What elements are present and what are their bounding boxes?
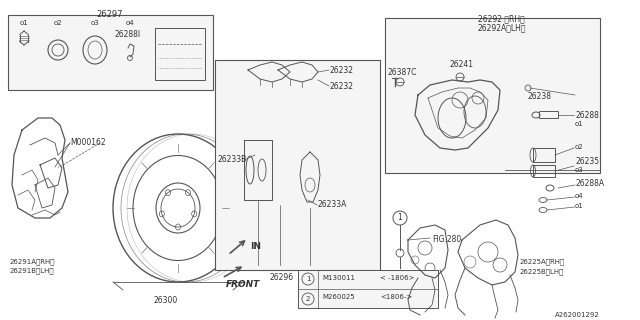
Text: M130011: M130011 xyxy=(322,275,355,281)
Text: FRONT: FRONT xyxy=(226,280,260,289)
Text: o2: o2 xyxy=(54,20,62,26)
Text: o3: o3 xyxy=(575,167,584,173)
Text: 1: 1 xyxy=(397,213,403,222)
Text: 26288: 26288 xyxy=(575,111,599,120)
Text: 26296: 26296 xyxy=(270,273,294,282)
Text: o1: o1 xyxy=(575,203,584,209)
Text: M000162: M000162 xyxy=(70,138,106,147)
Text: 26232: 26232 xyxy=(330,66,354,75)
Text: o4: o4 xyxy=(575,193,584,199)
Text: 1: 1 xyxy=(306,276,310,282)
Text: o2: o2 xyxy=(575,144,584,150)
Text: o1: o1 xyxy=(575,121,584,127)
Text: IN: IN xyxy=(250,242,261,251)
Text: o1: o1 xyxy=(20,20,28,26)
Text: 26291B〈LH〉: 26291B〈LH〉 xyxy=(10,267,54,274)
Text: 26300: 26300 xyxy=(154,296,178,305)
Text: 26291A〈RH〉: 26291A〈RH〉 xyxy=(10,258,56,265)
Text: < -1806>: < -1806> xyxy=(380,275,415,281)
Bar xyxy=(215,60,380,270)
Text: <1806->: <1806-> xyxy=(380,294,412,300)
Text: 26225A〈RH〉: 26225A〈RH〉 xyxy=(520,258,565,265)
Text: 26233B: 26233B xyxy=(218,155,247,164)
Text: 26238: 26238 xyxy=(528,92,552,101)
Text: 26235: 26235 xyxy=(575,157,599,166)
Text: o4: o4 xyxy=(125,20,134,26)
Text: 26288I: 26288I xyxy=(115,30,141,39)
Text: 26233A: 26233A xyxy=(318,200,348,209)
Text: 26232: 26232 xyxy=(330,82,354,91)
Bar xyxy=(8,15,213,90)
Bar xyxy=(298,270,438,308)
Bar xyxy=(533,148,555,162)
Bar xyxy=(533,165,555,177)
Bar xyxy=(385,18,600,173)
Text: M260025: M260025 xyxy=(322,294,355,300)
Text: 26288A: 26288A xyxy=(575,179,604,188)
Text: 26292 〈RH〉: 26292 〈RH〉 xyxy=(478,14,525,23)
Text: 26292A〈LH〉: 26292A〈LH〉 xyxy=(478,23,527,32)
Text: 26225B〈LH〉: 26225B〈LH〉 xyxy=(520,268,564,275)
Text: A262001292: A262001292 xyxy=(555,312,600,318)
Text: FIG.280: FIG.280 xyxy=(432,235,461,244)
Bar xyxy=(155,28,205,80)
Text: 2: 2 xyxy=(306,296,310,302)
Text: 26297: 26297 xyxy=(97,10,124,19)
Text: 26241: 26241 xyxy=(450,60,474,69)
Text: o3: o3 xyxy=(91,20,99,26)
Text: 26387C: 26387C xyxy=(388,68,417,77)
